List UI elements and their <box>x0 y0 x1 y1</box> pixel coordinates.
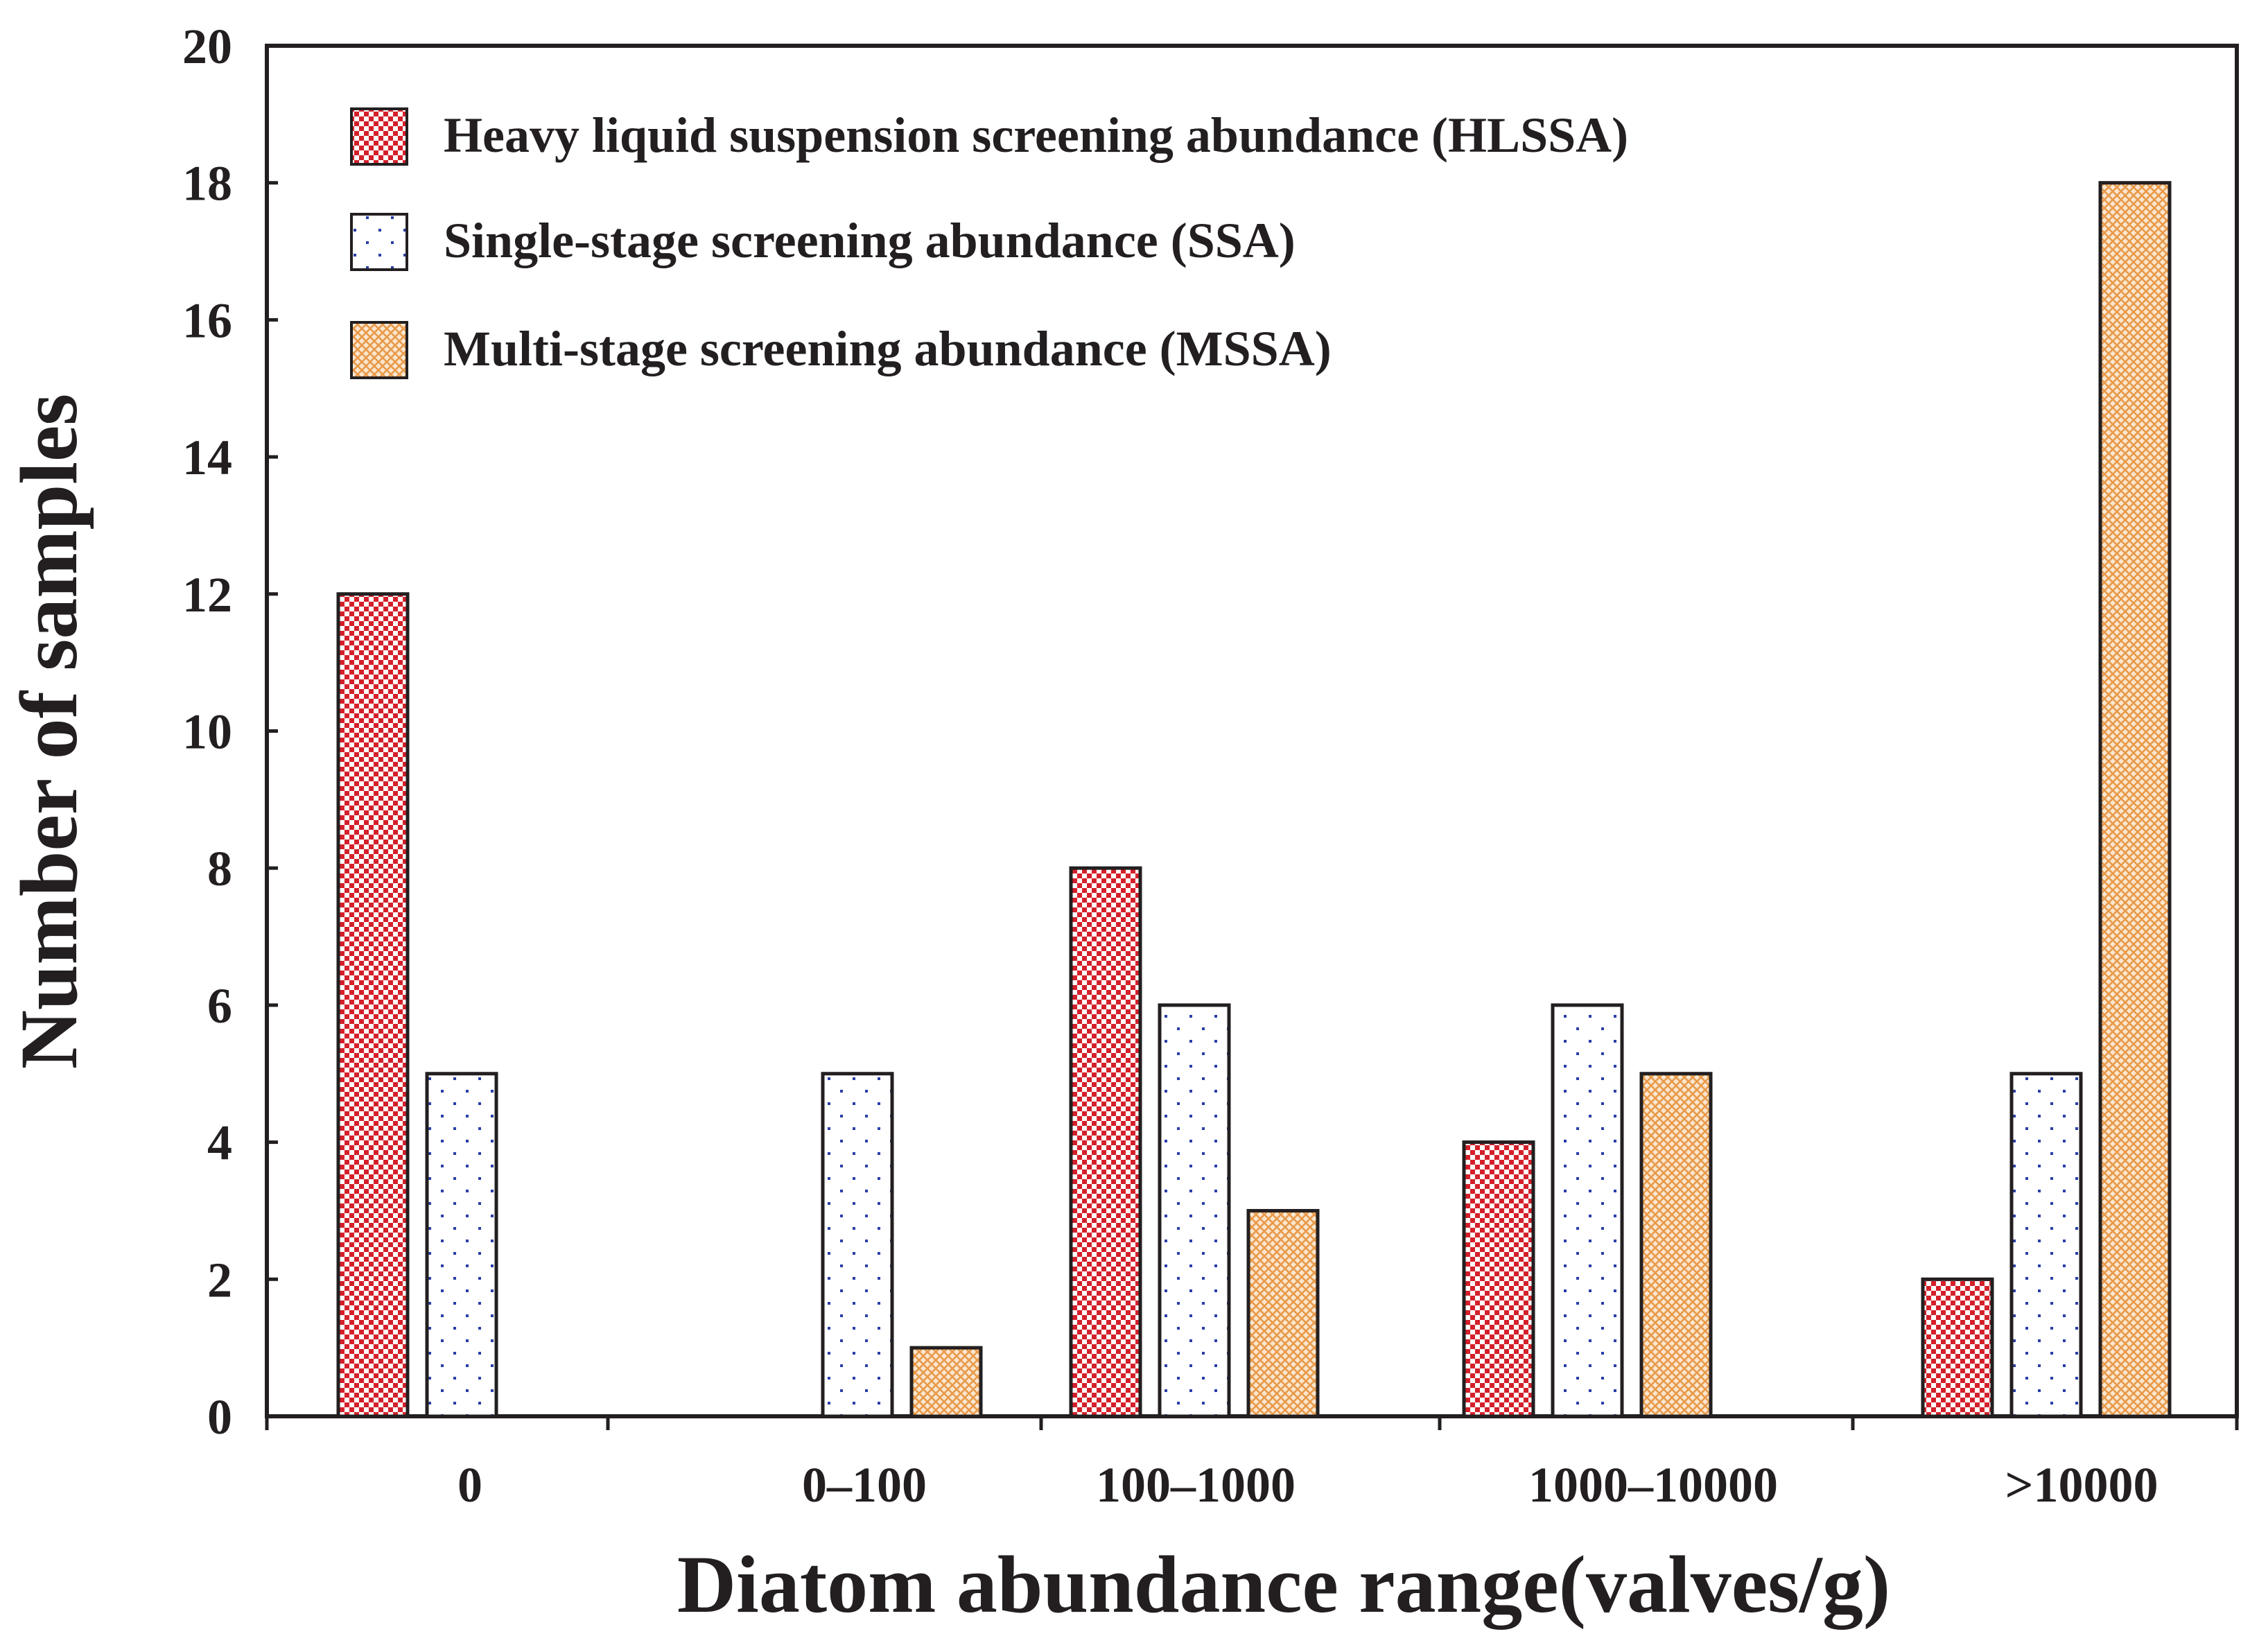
x-tick-label: 0–100 <box>802 1457 927 1513</box>
bar-crosshatch-4 <box>2098 181 2172 1418</box>
legend-swatch-crosshatch <box>350 321 408 379</box>
legend-swatch-checker <box>350 107 408 166</box>
y-tick-label: 20 <box>182 19 232 74</box>
x-axis: 0 0–100 100–1000 1000–10000 >10000 <box>265 1416 2239 1513</box>
x-tick-label: 100–1000 <box>1096 1457 1296 1513</box>
legend-label: Single-stage screening abundance (SSA) <box>444 213 1296 268</box>
legend: Heavy liquid suspension screening abunda… <box>350 107 1628 379</box>
y-tick-label: 6 <box>207 978 232 1034</box>
legend-label: Heavy liquid suspension screening abunda… <box>444 107 1628 163</box>
bar-dots-2 <box>1158 1003 1231 1418</box>
legend-label: Multi-stage screening abundance (MSSA) <box>444 321 1332 376</box>
y-tick-label: 12 <box>182 567 232 623</box>
bar-dots-1 <box>821 1072 894 1418</box>
x-tick-label: 0 <box>457 1457 482 1513</box>
bar-dots-0 <box>425 1072 498 1418</box>
y-tick-label: 4 <box>207 1115 232 1171</box>
bars-group <box>336 181 2172 1418</box>
y-axis-title: Number of samples <box>3 394 94 1070</box>
bar-checker-4 <box>1921 1277 1994 1418</box>
x-tick-label: >10000 <box>2005 1457 2158 1513</box>
y-axis: 0 2 4 6 8 10 12 14 16 18 20 <box>182 19 278 1445</box>
y-tick-label: 0 <box>207 1389 232 1445</box>
bar-checker-2 <box>1069 866 1142 1418</box>
y-tick-label: 18 <box>182 156 232 211</box>
y-tick-label: 10 <box>182 704 232 760</box>
legend-swatch-dots <box>350 213 408 271</box>
y-tick-label: 2 <box>207 1252 232 1307</box>
bar-checker-0 <box>336 592 410 1418</box>
bar-crosshatch-1 <box>909 1346 983 1418</box>
y-tick-label: 8 <box>207 841 232 896</box>
y-tick-label: 16 <box>182 293 232 348</box>
bar-checker-3 <box>1462 1140 1535 1418</box>
bar-crosshatch-3 <box>1639 1072 1713 1418</box>
bar-crosshatch-2 <box>1246 1208 1320 1418</box>
bar-dots-4 <box>2009 1072 2083 1418</box>
x-tick-label: 1000–10000 <box>1528 1457 1778 1513</box>
bar-dots-3 <box>1551 1003 1624 1418</box>
x-axis-title: Diatom abundance range(valves/g) <box>677 1539 1890 1630</box>
y-tick-label: 14 <box>182 430 232 485</box>
